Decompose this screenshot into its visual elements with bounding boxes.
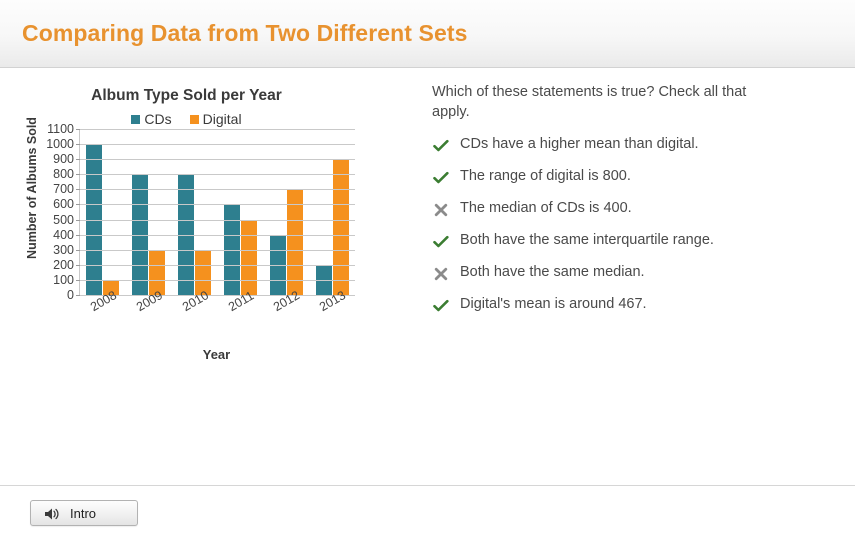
plot-area (76, 129, 355, 296)
gridline (80, 144, 355, 146)
check-icon (432, 169, 450, 187)
y-tick-label: 1000 (46, 136, 74, 151)
album-chart: Album Type Sold per Year CDs Digital Numb… (14, 81, 414, 381)
intro-button-label: Intro (70, 505, 97, 521)
statement-item[interactable]: The range of digital is 800. (432, 168, 832, 188)
statement-list: CDs have a higher mean than digital. The … (432, 136, 832, 316)
bar-digital-2012 (286, 189, 303, 295)
gridline (80, 204, 355, 206)
gridline (80, 129, 355, 130)
statement-item[interactable]: Both have the same median. (432, 264, 832, 284)
bar-group (132, 129, 166, 295)
legend-label: Digital (202, 111, 242, 127)
legend-swatch-icon (189, 114, 199, 124)
y-tick-label: 400 (53, 227, 74, 242)
y-tick-label: 600 (53, 197, 74, 212)
y-tickmark (76, 129, 80, 130)
check-icon (432, 233, 450, 251)
page-title: Comparing Data from Two Different Sets (22, 20, 468, 46)
gridline (80, 189, 355, 191)
gridline (80, 234, 355, 236)
y-tickmark (76, 295, 80, 296)
y-tick-label: 100 (53, 272, 74, 287)
bar-group (178, 129, 212, 295)
app-footer: Intro (0, 485, 855, 542)
speaker-icon (43, 505, 61, 523)
gridline (80, 295, 355, 296)
y-tick-label: 800 (53, 167, 74, 182)
y-tickmark (76, 144, 80, 146)
x-axis-label: Year (202, 347, 231, 362)
gridline (80, 264, 355, 266)
x-axis-ticks: 2008 2009 2010 2011 2012 2013 (79, 288, 354, 345)
question-panel: Which of these statements is true? Check… (432, 83, 832, 328)
y-tick-label: 700 (53, 182, 74, 197)
statement-item[interactable]: Both have the same interquartile range. (432, 232, 832, 252)
statement-text: Digital's mean is around 467. (460, 296, 647, 313)
bar-group (86, 129, 120, 295)
gridline (80, 279, 355, 281)
y-tickmark (76, 174, 80, 176)
bar-digital-2008 (103, 279, 120, 295)
bar-digital-2010 (195, 249, 212, 295)
gridline (80, 174, 355, 176)
bar-group (223, 129, 257, 295)
chart-plot-wrapper: Number of Albums Sold 1100 1000 900 800 700 6… (14, 117, 359, 362)
y-tickmark (76, 249, 80, 251)
x-tick-cell: 2013 (308, 288, 354, 345)
y-tick-label: 0 (67, 287, 74, 302)
check-icon (432, 137, 450, 155)
bar-digital-2011 (240, 219, 257, 295)
bar-groups (80, 129, 355, 295)
bar-group (315, 129, 349, 295)
question-prompt: Which of these statements is true? Check… (432, 84, 747, 120)
statement-text: Both have the same median. (460, 264, 645, 281)
cross-icon (432, 201, 450, 219)
legend-entry-digital: Digital (189, 111, 242, 127)
y-tick-label: 300 (53, 242, 74, 257)
gridline (80, 159, 355, 161)
y-tick-label: 200 (53, 257, 74, 272)
statement-text: Both have the same interquartile range. (460, 232, 714, 249)
gridline (80, 219, 355, 221)
y-tickmark (76, 264, 80, 266)
y-tickmark (76, 159, 80, 161)
y-tick-label: 900 (53, 151, 74, 166)
bar-digital-2009 (149, 249, 166, 295)
y-tickmark (76, 279, 80, 281)
statement-text: The median of CDs is 400. (460, 200, 632, 217)
statement-item[interactable]: Digital's mean is around 467. (432, 296, 832, 316)
app-header: Comparing Data from Two Different Sets (0, 0, 855, 68)
bar-group (269, 129, 303, 295)
y-tickmark (76, 234, 80, 236)
statement-item[interactable]: CDs have a higher mean than digital. (432, 136, 832, 156)
legend-label: CDs (144, 111, 172, 127)
cross-icon (432, 265, 450, 283)
legend-entry-cds: CDs (131, 111, 172, 127)
chart-title: Album Type Sold per Year (91, 87, 282, 104)
x-tick-cell: 2008 (79, 288, 125, 345)
chart-legend: CDs Digital (14, 111, 359, 127)
intro-button[interactable]: Intro (30, 500, 138, 526)
y-tickmark (76, 219, 80, 221)
check-icon (432, 297, 450, 315)
y-tickmark (76, 204, 80, 206)
y-tick-label: 500 (53, 212, 74, 227)
x-tick-cell: 2012 (262, 288, 308, 345)
legend-swatch-icon (131, 114, 141, 124)
y-axis-ticks: 1100 1000 900 800 700 600 500 400 300 200 100 0 (32, 123, 76, 301)
gridline (80, 249, 355, 251)
statement-item[interactable]: The median of CDs is 400. (432, 200, 832, 220)
x-tick-cell: 2009 (125, 288, 171, 345)
y-tickmark (76, 189, 80, 191)
main-content: Album Type Sold per Year CDs Digital Numb… (0, 69, 855, 485)
statement-text: CDs have a higher mean than digital. (460, 136, 699, 153)
statement-text: The range of digital is 800. (460, 168, 631, 185)
bar-digital-2013 (332, 159, 349, 295)
y-tick-label: 1100 (47, 121, 74, 136)
